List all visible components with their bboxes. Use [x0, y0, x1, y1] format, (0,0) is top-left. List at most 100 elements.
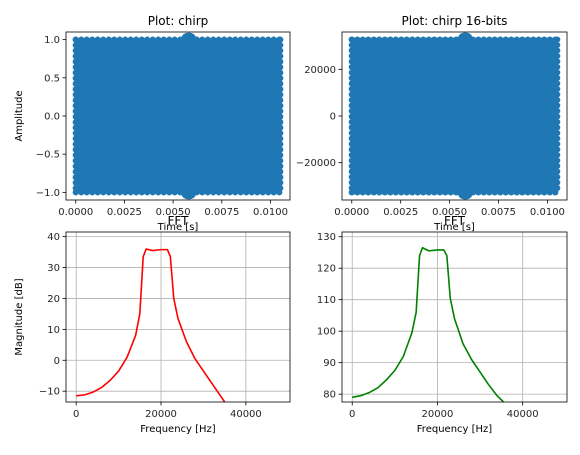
- data-point: [348, 146, 355, 153]
- data-point: [554, 102, 561, 109]
- data-point: [554, 107, 561, 115]
- data-point: [133, 36, 140, 43]
- data-point: [277, 135, 284, 142]
- data-point: [265, 36, 272, 43]
- data-point: [354, 36, 361, 43]
- data-point: [82, 110, 89, 122]
- data-point: [513, 189, 520, 196]
- data-point: [554, 80, 561, 87]
- data-point: [72, 174, 79, 181]
- data-point-body: [75, 39, 281, 193]
- data-point: [348, 151, 355, 159]
- data-point: [127, 189, 134, 196]
- data-point: [392, 189, 399, 196]
- data-point: [89, 36, 96, 43]
- data-point: [387, 189, 394, 196]
- data-point: [72, 124, 79, 131]
- data-point: [392, 36, 399, 43]
- data-point: [277, 80, 284, 87]
- x-tick-label: 40000: [507, 409, 539, 420]
- data-point: [376, 36, 383, 43]
- data-point: [554, 146, 561, 153]
- data-point: [133, 189, 140, 196]
- y-tick-label: 90: [323, 358, 336, 369]
- data-point: [381, 36, 388, 43]
- x-tick-label: 20000: [422, 409, 454, 420]
- data-point: [409, 189, 416, 196]
- x-tick-label: 0: [349, 409, 355, 420]
- x-tick-label: 0.0050: [432, 207, 467, 218]
- data-point: [387, 36, 394, 43]
- data-point: [486, 189, 493, 196]
- data-point: [348, 135, 355, 142]
- data-point: [72, 102, 79, 109]
- data-point: [277, 47, 284, 54]
- data-point: [348, 179, 355, 186]
- data-points: [72, 32, 284, 200]
- x-tick-label: 0.0000: [58, 207, 93, 218]
- data-point: [221, 36, 228, 43]
- chart-title: FFT: [168, 214, 190, 228]
- data-point: [277, 42, 284, 49]
- data-point: [181, 189, 196, 200]
- data-point: [403, 36, 410, 43]
- data-point: [72, 36, 79, 43]
- data-point: [554, 140, 561, 148]
- data-point: [348, 173, 355, 181]
- data-point: [519, 189, 526, 196]
- series-line: [76, 248, 226, 402]
- data-point: [348, 80, 355, 87]
- data-point: [277, 97, 284, 104]
- data-point: [554, 96, 561, 104]
- data-point: [94, 189, 101, 196]
- data-point: [524, 36, 531, 43]
- data-point: [554, 168, 561, 175]
- data-point: [365, 189, 372, 196]
- data-point: [348, 85, 355, 93]
- data-point: [442, 36, 449, 43]
- data-point: [226, 36, 233, 43]
- series-line: [352, 246, 505, 402]
- data-point: [72, 152, 79, 159]
- data-point: [277, 108, 284, 115]
- data-point: [554, 179, 561, 186]
- data-point: [453, 189, 460, 196]
- data-point: [72, 53, 79, 60]
- data-point: [348, 74, 355, 82]
- y-tick-label: 20000: [304, 65, 336, 76]
- data-point: [204, 36, 211, 43]
- y-tick-label: 80: [323, 390, 336, 401]
- data-point: [277, 163, 284, 170]
- data-point: [72, 64, 79, 71]
- data-point: [554, 129, 561, 137]
- data-point: [376, 189, 383, 196]
- data-point: [348, 124, 355, 131]
- data-point: [83, 189, 90, 196]
- data-point: [348, 140, 355, 148]
- data-point: [78, 189, 85, 196]
- x-tick-label: 0.0025: [107, 207, 142, 218]
- data-point: [237, 189, 244, 196]
- data-point: [221, 189, 228, 196]
- data-point: [502, 189, 509, 196]
- data-point: [541, 189, 548, 196]
- data-point: [519, 36, 526, 43]
- data-point: [431, 36, 438, 43]
- data-point: [89, 189, 96, 196]
- data-point: [348, 157, 355, 164]
- data-point: [149, 189, 156, 196]
- y-tick-label: −20000: [296, 158, 336, 169]
- data-point: [358, 110, 365, 122]
- data-point: [160, 189, 167, 196]
- data-point: [226, 189, 233, 196]
- data-point: [210, 36, 217, 43]
- chart-title: Plot: chirp: [148, 14, 209, 28]
- data-point: [72, 91, 79, 98]
- data-point: [171, 36, 178, 43]
- data-point: [72, 168, 79, 175]
- data-point: [414, 189, 421, 196]
- data-point: [348, 91, 355, 98]
- data-point: [72, 119, 79, 126]
- data-point: [546, 189, 553, 196]
- data-point: [122, 36, 129, 43]
